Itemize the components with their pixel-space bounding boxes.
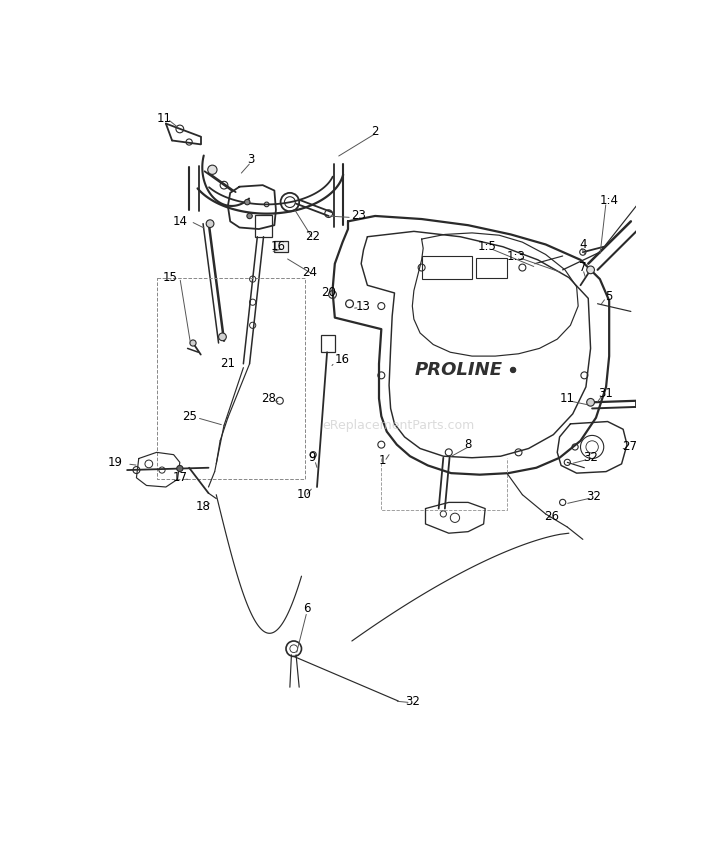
Text: 2: 2 — [371, 125, 379, 138]
Circle shape — [587, 266, 595, 274]
Text: 18: 18 — [196, 500, 211, 513]
Text: 8: 8 — [464, 438, 472, 451]
Text: 3: 3 — [247, 153, 255, 167]
Circle shape — [587, 399, 595, 406]
Circle shape — [190, 340, 196, 346]
Text: 1: 1 — [379, 454, 387, 467]
Text: 28: 28 — [261, 392, 276, 405]
Text: 19: 19 — [108, 456, 123, 469]
Circle shape — [206, 220, 214, 228]
Circle shape — [177, 466, 183, 472]
Text: 25: 25 — [182, 410, 197, 422]
Circle shape — [245, 200, 250, 205]
Text: 15: 15 — [163, 271, 177, 284]
Text: 7: 7 — [579, 261, 587, 274]
Text: 20: 20 — [321, 286, 336, 299]
Circle shape — [510, 367, 516, 372]
Text: 13: 13 — [356, 299, 371, 313]
Text: 1:5: 1:5 — [478, 241, 497, 253]
Text: 11: 11 — [156, 112, 172, 126]
Circle shape — [247, 213, 252, 218]
Text: 32: 32 — [583, 451, 598, 464]
Text: 16: 16 — [271, 241, 286, 253]
Text: 23: 23 — [351, 209, 366, 223]
Text: 5: 5 — [605, 290, 613, 303]
Text: 17: 17 — [173, 471, 187, 484]
Text: 32: 32 — [405, 694, 420, 707]
Circle shape — [208, 165, 217, 174]
Text: 27: 27 — [622, 440, 637, 453]
Text: PROLINE: PROLINE — [415, 361, 503, 379]
Text: 26: 26 — [544, 510, 559, 523]
Text: 31: 31 — [599, 387, 614, 399]
Text: 22: 22 — [305, 230, 321, 243]
Text: 1:4: 1:4 — [600, 194, 619, 207]
Text: 24: 24 — [302, 266, 317, 280]
Text: 16: 16 — [335, 354, 350, 366]
Text: 1:3: 1:3 — [507, 250, 525, 263]
Text: 4: 4 — [579, 238, 587, 251]
Text: 10: 10 — [296, 488, 311, 502]
FancyBboxPatch shape — [274, 241, 288, 252]
Text: 32: 32 — [586, 490, 601, 502]
Text: 14: 14 — [173, 215, 187, 228]
Text: 6: 6 — [303, 602, 310, 615]
Text: 21: 21 — [221, 357, 235, 371]
Circle shape — [218, 333, 226, 341]
Text: eReplacementParts.com: eReplacementParts.com — [322, 419, 474, 432]
Text: 11: 11 — [560, 392, 575, 405]
Text: 9: 9 — [308, 451, 315, 464]
